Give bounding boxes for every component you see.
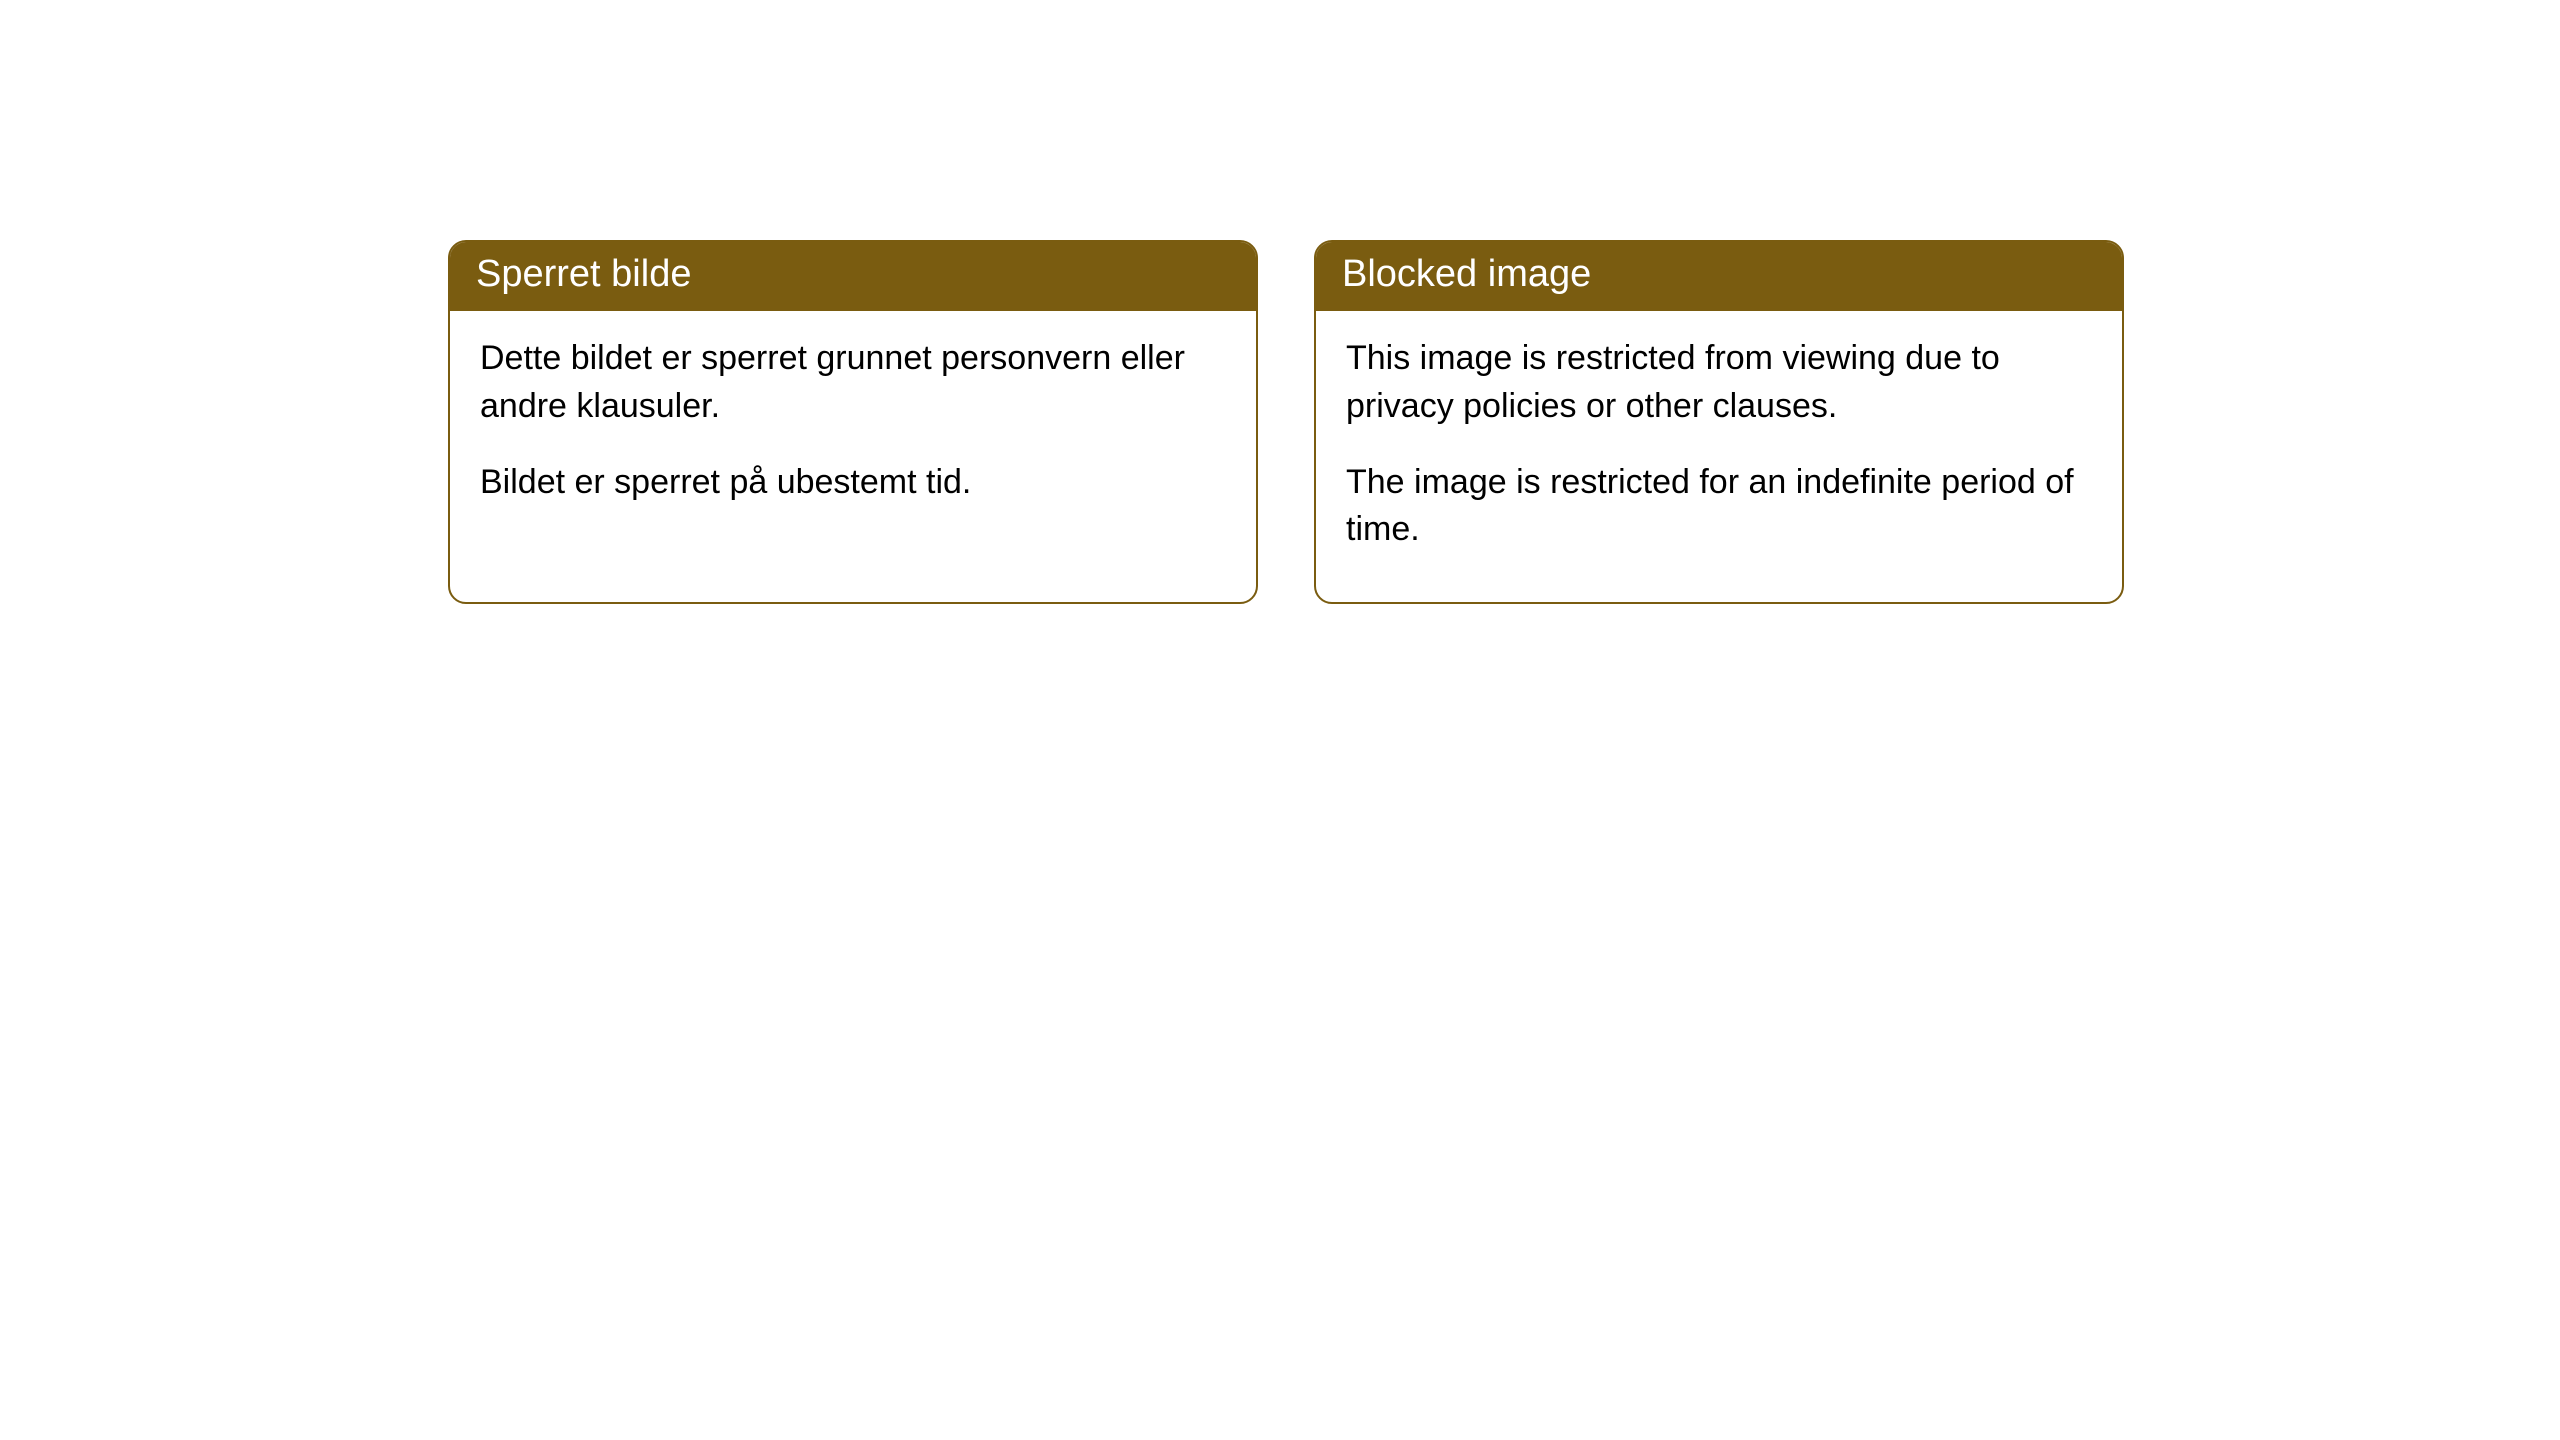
card-paragraph-no-1: Dette bildet er sperret grunnet personve… xyxy=(480,335,1226,430)
blocked-image-card-en: Blocked image This image is restricted f… xyxy=(1314,240,2124,604)
card-title-no: Sperret bilde xyxy=(450,242,1256,311)
blocked-image-card-no: Sperret bilde Dette bildet er sperret gr… xyxy=(448,240,1258,604)
card-paragraph-en-1: This image is restricted from viewing du… xyxy=(1346,335,2092,430)
card-paragraph-no-2: Bildet er sperret på ubestemt tid. xyxy=(480,459,1226,507)
card-paragraph-en-2: The image is restricted for an indefinit… xyxy=(1346,459,2092,554)
notice-container: Sperret bilde Dette bildet er sperret gr… xyxy=(448,240,2124,604)
card-body-no: Dette bildet er sperret grunnet personve… xyxy=(450,311,1256,554)
card-title-en: Blocked image xyxy=(1316,242,2122,311)
card-body-en: This image is restricted from viewing du… xyxy=(1316,311,2122,601)
